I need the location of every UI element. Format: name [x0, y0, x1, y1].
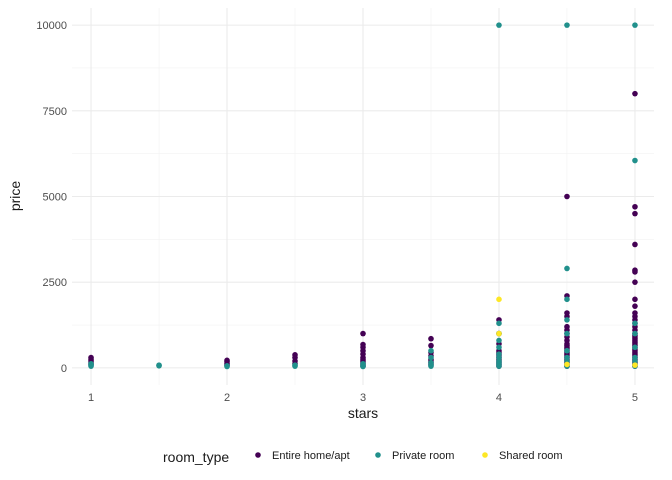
legend-label: Private room — [392, 450, 454, 462]
data-point — [632, 203, 638, 210]
x-tick-labels: 1 2 3 4 5 — [88, 392, 638, 404]
data-points — [88, 22, 638, 370]
y-tick-labels: 0 2500 5000 7500 10000 — [36, 20, 67, 375]
data-point — [632, 279, 638, 285]
data-point — [632, 269, 638, 275]
data-point — [360, 363, 366, 370]
data-point — [564, 317, 570, 323]
data-point — [496, 296, 502, 303]
x-tick-label: 3 — [360, 392, 366, 404]
data-point — [224, 363, 230, 370]
data-point — [632, 210, 638, 217]
data-point — [428, 335, 434, 342]
data-point — [632, 320, 638, 327]
data-point — [632, 157, 638, 164]
data-point — [496, 344, 502, 351]
data-point — [428, 342, 434, 349]
data-point — [632, 241, 638, 248]
data-point — [428, 354, 434, 361]
legend: room_type Entire home/apt Private room Sha… — [163, 449, 563, 465]
data-point — [496, 330, 502, 337]
y-tick-label: 5000 — [43, 192, 67, 204]
data-point — [564, 193, 570, 200]
data-point — [632, 330, 638, 337]
x-tick-label: 2 — [224, 392, 230, 404]
data-point — [428, 363, 434, 369]
data-point — [428, 347, 434, 354]
legend-key — [255, 452, 261, 458]
data-point — [292, 363, 298, 369]
data-point — [496, 337, 502, 344]
y-tick-label: 10000 — [36, 20, 67, 32]
legend-title: room_type — [163, 449, 229, 465]
data-point — [632, 344, 638, 351]
y-tick-label: 2500 — [43, 277, 67, 289]
data-point — [496, 363, 502, 369]
data-point — [564, 347, 570, 354]
x-tick-label: 5 — [632, 392, 638, 404]
legend-label: Shared room — [499, 450, 563, 462]
data-point — [564, 330, 570, 337]
legend-key — [375, 452, 381, 458]
data-point — [632, 90, 638, 97]
x-tick-label: 1 — [88, 392, 94, 404]
x-tick-label: 4 — [496, 392, 502, 404]
legend-label: Entire home/apt — [272, 450, 350, 462]
data-point — [564, 265, 570, 272]
data-point — [564, 361, 570, 368]
data-point — [632, 303, 638, 309]
data-point — [632, 362, 638, 368]
data-point — [632, 296, 638, 303]
legend-key — [482, 452, 488, 458]
y-tick-label: 7500 — [43, 106, 67, 118]
data-point — [496, 320, 502, 327]
data-point — [496, 22, 502, 28]
legend-items: Entire home/apt Private room Shared room — [255, 450, 563, 462]
data-point — [360, 330, 366, 337]
data-point — [632, 22, 638, 28]
y-axis-title: price — [7, 181, 23, 212]
data-point — [564, 296, 570, 303]
y-tick-label: 0 — [61, 363, 67, 375]
data-point — [88, 363, 94, 369]
x-axis-title: stars — [348, 405, 378, 421]
data-point — [564, 22, 570, 28]
data-point — [156, 363, 162, 369]
